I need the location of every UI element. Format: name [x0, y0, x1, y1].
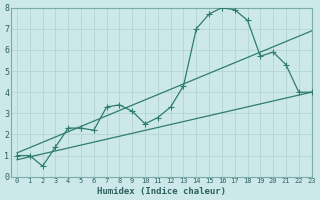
X-axis label: Humidex (Indice chaleur): Humidex (Indice chaleur) — [97, 187, 226, 196]
